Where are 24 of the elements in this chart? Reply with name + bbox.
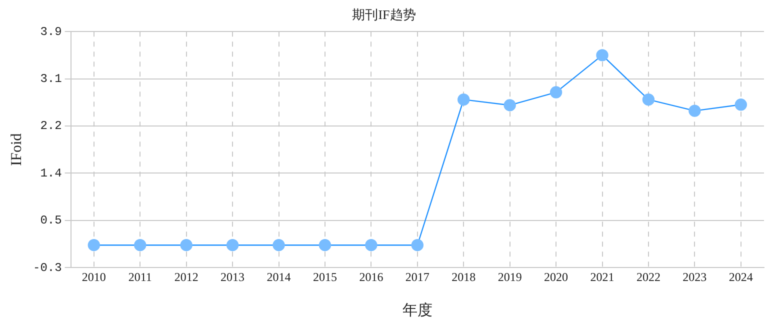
x-tick-label: 2011 xyxy=(128,270,152,284)
x-tick-label: 2014 xyxy=(266,270,291,284)
x-tick-label: 2015 xyxy=(312,270,337,284)
y-tick-label: 0.5 xyxy=(40,214,62,228)
x-tick-label: 2013 xyxy=(220,270,245,284)
y-tick-label: 1.4 xyxy=(40,166,62,180)
chart-title: 期刊IF趋势 xyxy=(352,7,416,22)
y-axis-title: IFoid xyxy=(8,132,25,166)
x-tick-label: 2024 xyxy=(728,270,753,284)
x-tick-label: 2021 xyxy=(590,270,614,284)
x-tick-label: 2016 xyxy=(359,270,384,284)
y-tick-label: -0.3 xyxy=(32,260,62,275)
y-tick-label: 3.9 xyxy=(40,24,62,39)
y-tick-label: 3.1 xyxy=(40,72,62,86)
x-tick-label: 2022 xyxy=(636,270,660,284)
x-tick-label: 2010 xyxy=(82,270,106,284)
x-tick-label: 2017 xyxy=(405,270,430,284)
x-tick-label: 2012 xyxy=(174,270,198,284)
x-tick-label: 2023 xyxy=(682,270,707,284)
x-tick-label: 2019 xyxy=(498,270,522,284)
x-tick-label: 2020 xyxy=(544,270,568,284)
y-tick-label: 2.2 xyxy=(40,119,62,134)
x-axis-title: 年度 xyxy=(402,302,432,319)
x-tick-label: 2018 xyxy=(452,270,476,284)
